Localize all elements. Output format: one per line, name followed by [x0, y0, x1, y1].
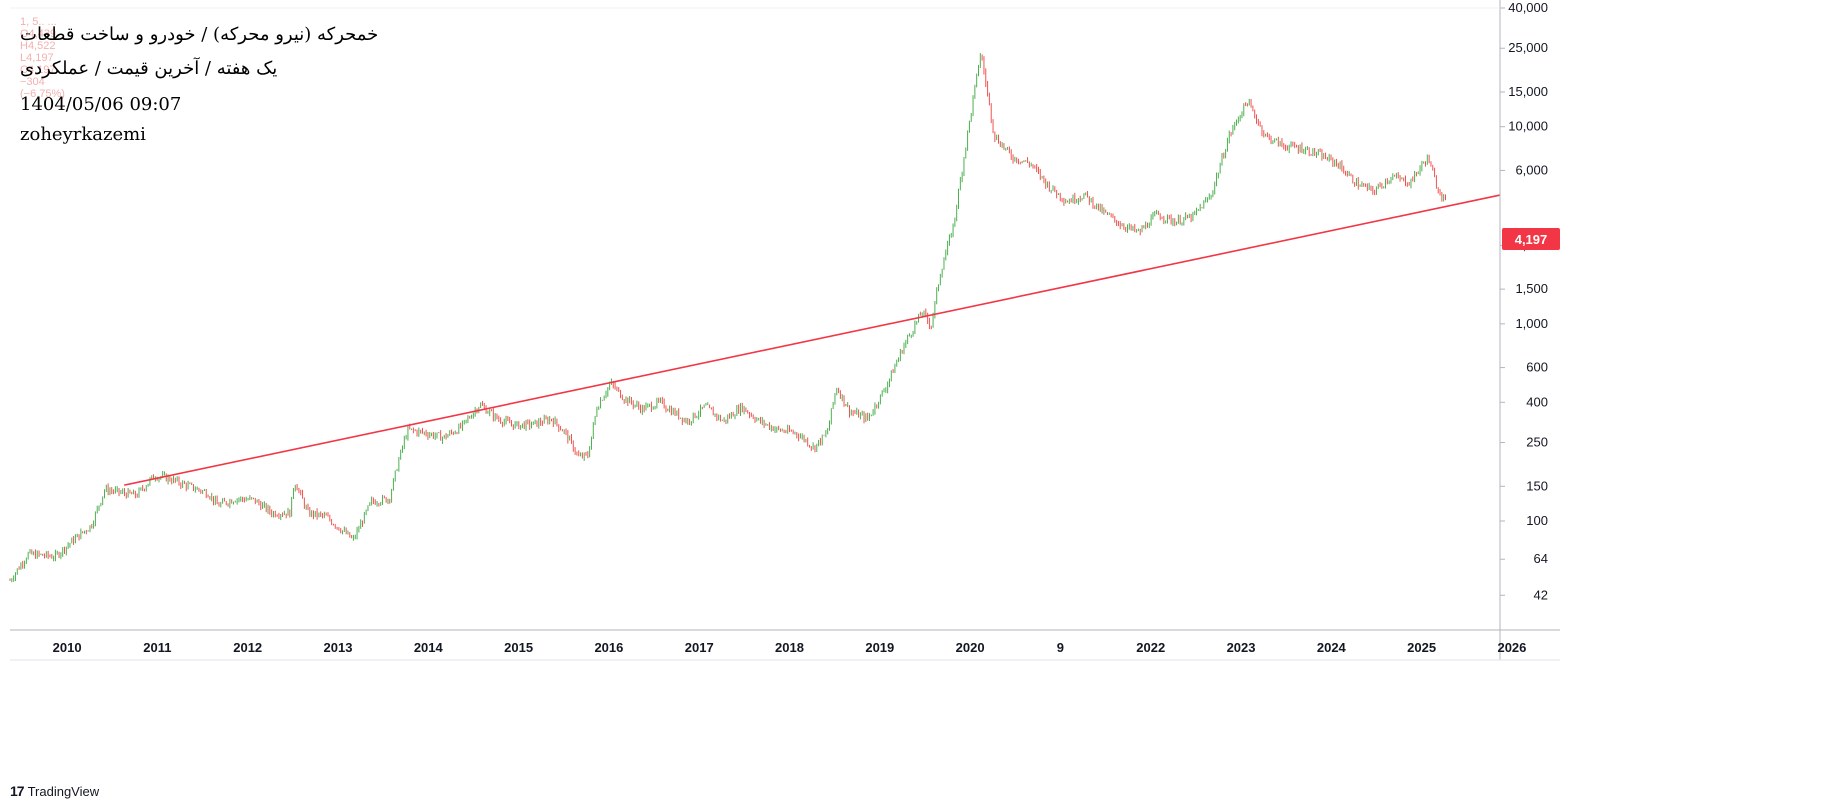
x-tick-label: 2015 — [504, 640, 533, 655]
x-tick-label: 2017 — [685, 640, 714, 655]
last-price-badge — [1502, 228, 1560, 250]
y-tick-label: 25,000 — [1508, 40, 1548, 55]
last-price-label: 4,197 — [1515, 232, 1548, 247]
y-tick-label: 42 — [1534, 587, 1548, 602]
x-tick-label: 2016 — [594, 640, 623, 655]
chart-axes: 40,00025,00015,00010,0006,0002,5001,5001… — [10, 0, 1560, 661]
x-tick-label: 2018 — [775, 640, 804, 655]
x-tick-label: 2019 — [865, 640, 894, 655]
chart-subtitle: یک هفته / آخرین قیمت / عملکردی — [20, 58, 278, 79]
chart-timestamp: 1404/05/06 09:07 — [20, 94, 182, 115]
candlestick-series — [9, 53, 1446, 583]
y-tick-label: 6,000 — [1515, 162, 1548, 177]
x-tick-label: 2020 — [956, 640, 985, 655]
support-trendline[interactable] — [124, 194, 1501, 486]
x-tick-label: 2010 — [53, 640, 82, 655]
x-tick-label: 2011 — [143, 640, 171, 655]
y-tick-label: 600 — [1526, 360, 1548, 375]
x-tick-label: 2013 — [324, 640, 353, 655]
x-tick-label: 2024 — [1317, 640, 1347, 655]
y-tick-label: 400 — [1526, 394, 1548, 409]
tradingview-label: TradingView — [27, 783, 100, 799]
x-tick-label: 2026 — [1497, 640, 1526, 655]
x-tick-label: 2014 — [414, 640, 444, 655]
chart-author: zoheyrkazemi — [20, 124, 146, 145]
y-tick-label: 10,000 — [1508, 119, 1548, 134]
y-tick-label: 1,500 — [1515, 281, 1548, 296]
y-tick-label: 40,000 — [1508, 0, 1548, 15]
tradingview-logo-icon: 17 — [10, 783, 25, 799]
x-tick-label: 2025 — [1407, 640, 1436, 655]
x-tick-label: 9 — [1057, 640, 1064, 655]
y-tick-label: 100 — [1526, 513, 1548, 528]
x-tick-label: 2022 — [1136, 640, 1165, 655]
y-tick-label: 1,000 — [1515, 316, 1548, 331]
y-tick-label: 64 — [1534, 551, 1548, 566]
chart-title: خمحرکه (نیرو محرکه) / خودرو و ساخت قطعات — [20, 24, 379, 45]
ohlc-readout: 1, 5.. ... O4,439 H4,522 L4,197 C4,197 −… — [20, 16, 65, 100]
y-tick-label: 15,000 — [1508, 84, 1548, 99]
x-tick-label: 2012 — [233, 640, 262, 655]
trendline-layer[interactable] — [124, 194, 1501, 486]
y-tick-label: 150 — [1526, 478, 1548, 493]
x-tick-label: 2023 — [1227, 640, 1256, 655]
tradingview-brand[interactable]: 17 TradingView — [10, 783, 99, 799]
y-tick-label: 250 — [1526, 435, 1548, 450]
